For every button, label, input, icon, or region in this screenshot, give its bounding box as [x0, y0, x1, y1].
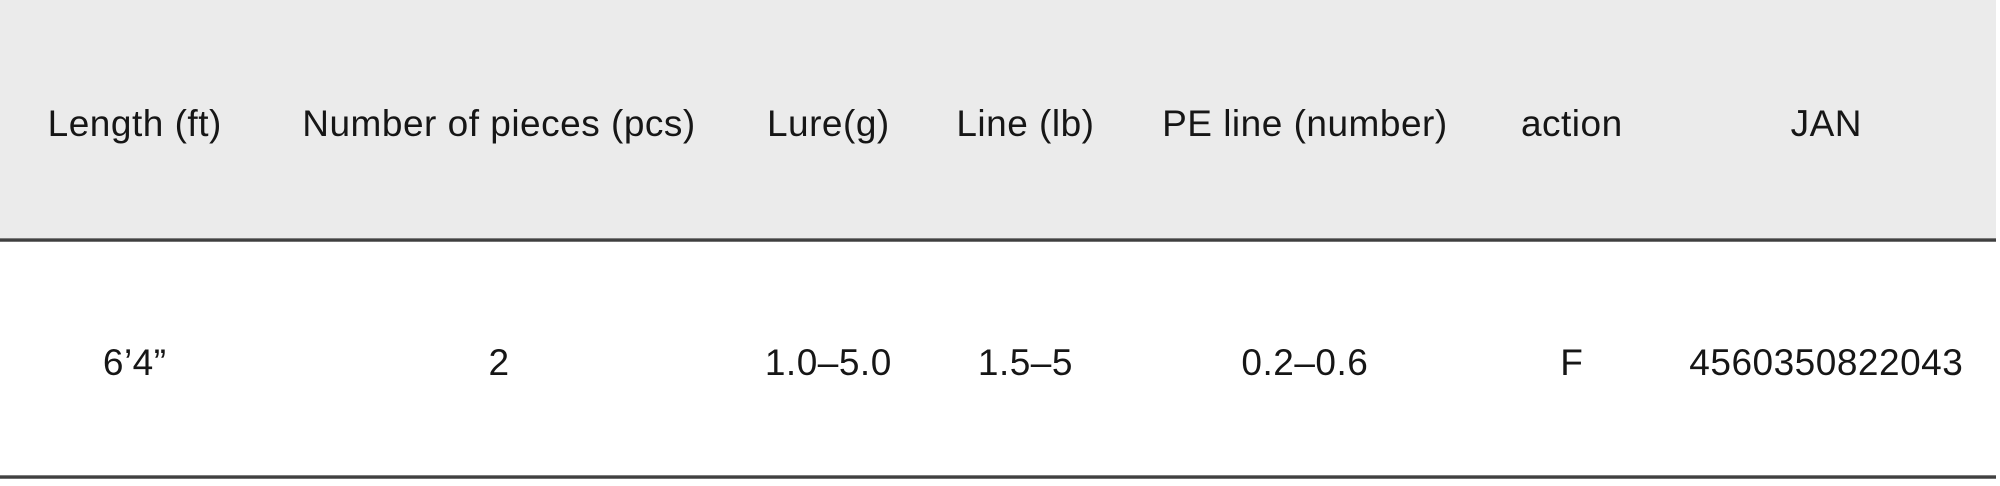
cell-length-ft: 6’4” [102, 342, 167, 383]
column-header-pe-line-number: PE line (number) [1162, 102, 1448, 144]
header-divider [0, 238, 1996, 242]
table-header-row: Length (ft) Number of pieces (pcs) Lure(… [0, 0, 1996, 238]
column-header-line-lb: Line (lb) [956, 102, 1095, 144]
cell-jan: 4560350822043 [1689, 342, 1964, 383]
column-header-length-ft: Length (ft) [47, 102, 222, 144]
column-header-jan: JAN [1790, 102, 1863, 144]
cell-line-lb: 1.5–5 [977, 342, 1073, 383]
column-header-action: action [1520, 102, 1623, 144]
cell-lure-g: 1.0–5.0 [764, 342, 892, 383]
cell-pe-line-number: 0.2–0.6 [1241, 342, 1369, 383]
cell-action: F [1560, 342, 1584, 383]
cell-number-of-pieces: 2 [488, 342, 510, 383]
column-header-lure-g: Lure(g) [766, 102, 890, 144]
bottom-divider [0, 475, 1996, 479]
column-header-number-of-pieces: Number of pieces (pcs) [302, 102, 696, 144]
table-row: 6’4” 2 1.0–5.0 1.5–5 0.2–0.6 F 456035082… [0, 242, 1996, 475]
